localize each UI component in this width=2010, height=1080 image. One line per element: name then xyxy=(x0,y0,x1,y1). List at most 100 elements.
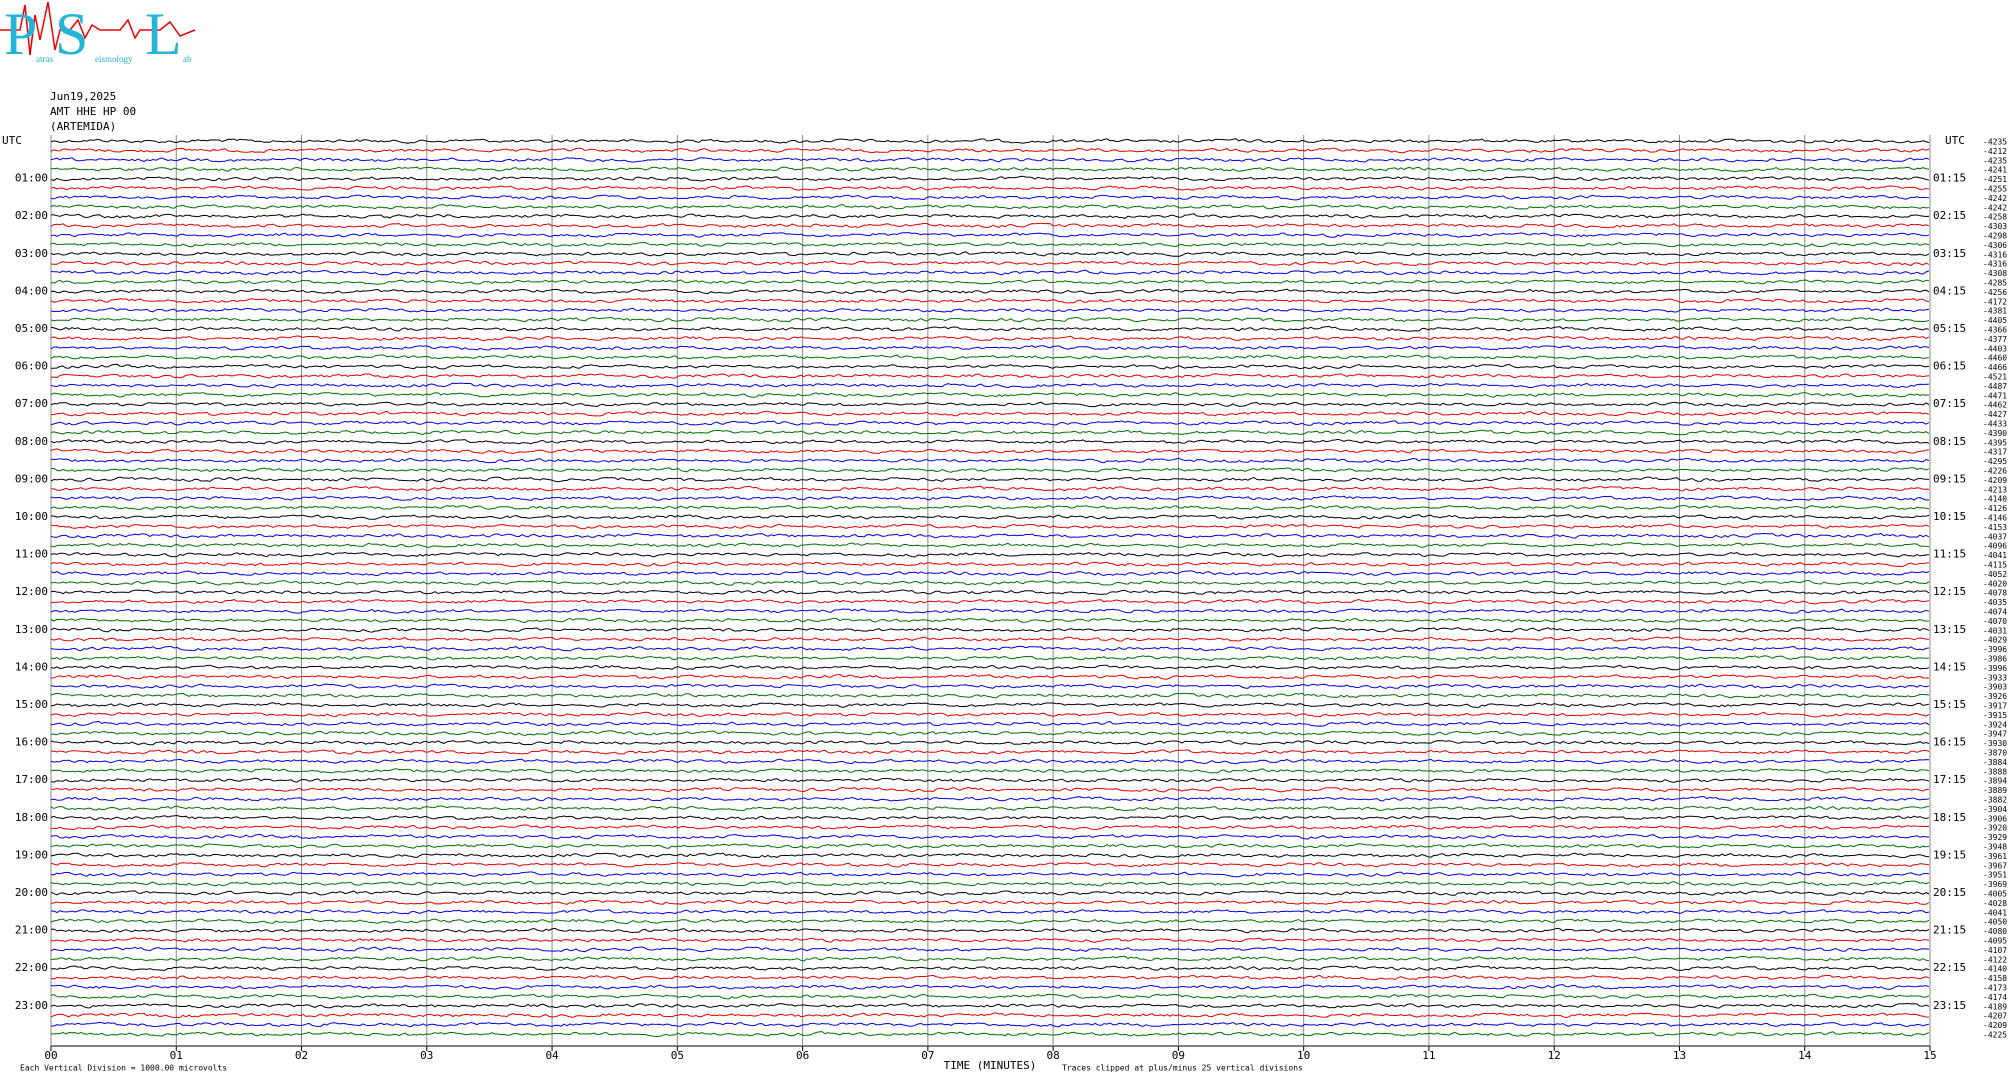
trace-offset: -4074 xyxy=(1983,608,2007,617)
trace-offset: -3882 xyxy=(1983,796,2007,805)
trace xyxy=(50,608,1930,614)
row-time-right: 03:15 xyxy=(1933,247,1966,260)
date: Jun19,2025 xyxy=(50,90,116,103)
trace-offset: -4050 xyxy=(1983,918,2007,927)
trace xyxy=(50,579,1930,586)
row-time-left: 01:00 xyxy=(15,172,48,185)
trace xyxy=(50,561,1930,568)
trace xyxy=(50,467,1930,473)
trace-offset: -3951 xyxy=(1983,871,2007,880)
trace xyxy=(50,495,1930,502)
trace xyxy=(50,542,1930,549)
x-tick-label: 11 xyxy=(1422,1049,1435,1062)
trace-offset: -4405 xyxy=(1983,316,2007,325)
trace xyxy=(50,401,1930,408)
trace-offset: -4037 xyxy=(1983,532,2007,541)
trace-offset: -3947 xyxy=(1983,730,2007,739)
row-time-left: 15:00 xyxy=(15,698,48,711)
trace-offset: -4390 xyxy=(1983,429,2007,438)
trace xyxy=(50,795,1930,802)
trace xyxy=(50,627,1930,633)
trace xyxy=(50,429,1930,436)
x-tick-label: 12 xyxy=(1548,1049,1561,1062)
trace xyxy=(50,410,1930,417)
trace-offset: -4029 xyxy=(1983,636,2007,645)
trace xyxy=(50,833,1930,840)
trace-offset: -3915 xyxy=(1983,711,2007,720)
trace xyxy=(50,777,1930,783)
trace xyxy=(50,965,1930,971)
trace xyxy=(50,955,1930,962)
trace xyxy=(50,382,1930,389)
trace-offset: -3948 xyxy=(1983,843,2007,852)
logo-word: ab xyxy=(183,54,192,64)
trace-offset: -4095 xyxy=(1983,937,2007,946)
x-tick-label: 00 xyxy=(44,1049,57,1062)
trace xyxy=(50,297,1930,304)
trace xyxy=(50,843,1930,849)
row-time-right: 14:15 xyxy=(1933,660,1966,673)
trace xyxy=(50,316,1930,323)
trace-offset: -4226 xyxy=(1983,467,2007,476)
trace xyxy=(50,241,1930,248)
trace-offset: -4433 xyxy=(1983,420,2007,429)
trace xyxy=(50,203,1930,210)
x-tick-label: 01 xyxy=(170,1049,183,1062)
trace xyxy=(50,213,1930,219)
trace-offset: -3903 xyxy=(1983,683,2007,692)
trace-offset: -4381 xyxy=(1983,307,2007,316)
trace-offset: -4126 xyxy=(1983,504,2007,513)
trace-offset: -4174 xyxy=(1983,993,2007,1002)
row-time-right: 13:15 xyxy=(1933,623,1966,636)
trace xyxy=(50,767,1930,774)
row-time-right: 11:15 xyxy=(1933,548,1966,561)
row-time-left: 23:00 xyxy=(15,999,48,1012)
trace xyxy=(50,514,1930,521)
row-time-left: 05:00 xyxy=(15,322,48,335)
trace xyxy=(50,711,1930,718)
trace-offset: -4225 xyxy=(1983,1031,2007,1040)
trace-offset: -4241 xyxy=(1983,166,2007,175)
trace xyxy=(50,279,1929,285)
trace-offset: -4427 xyxy=(1983,410,2007,419)
logo-letter: S xyxy=(55,1,88,67)
trace-offset: -4212 xyxy=(1983,147,2007,156)
trace-offset: -3906 xyxy=(1983,814,2007,823)
x-tick-label: 03 xyxy=(420,1049,433,1062)
trace xyxy=(50,655,1930,661)
trace-offset: -4242 xyxy=(1983,194,2007,203)
trace xyxy=(50,194,1930,201)
trace-offset: -3888 xyxy=(1983,767,2007,776)
trace-offset: -4207 xyxy=(1983,1012,2007,1021)
trace-offset: -4172 xyxy=(1983,297,2007,306)
row-time-right: 06:15 xyxy=(1933,360,1966,373)
row-time-right: 08:15 xyxy=(1933,435,1966,448)
trace xyxy=(50,1031,1930,1038)
clip-note: Traces clipped at plus/minus 25 vertical… xyxy=(1062,1064,1303,1073)
trace-offset: -4317 xyxy=(1983,448,2007,457)
trace xyxy=(50,269,1930,276)
trace-offset: -4298 xyxy=(1983,232,2007,241)
trace-offset: -3986 xyxy=(1983,655,2007,664)
x-tick-label: 14 xyxy=(1798,1049,1812,1062)
trace xyxy=(50,504,1930,511)
trace-offset: -4308 xyxy=(1983,269,2007,278)
trace xyxy=(50,636,1930,642)
trace xyxy=(50,758,1930,765)
trace-offset: -3920 xyxy=(1983,824,2007,833)
trace xyxy=(50,852,1930,859)
trace-offset: -4020 xyxy=(1983,579,2007,588)
trace-offset: -4070 xyxy=(1983,617,2007,626)
row-time-left: 06:00 xyxy=(15,360,48,373)
trace xyxy=(50,918,1930,925)
trace xyxy=(50,166,1930,173)
trace-offset: -4316 xyxy=(1983,250,2007,259)
row-time-left: 04:00 xyxy=(15,284,48,297)
trace-offset: -4466 xyxy=(1983,363,2007,372)
trace xyxy=(50,260,1930,267)
trace xyxy=(50,824,1929,831)
x-tick-label: 05 xyxy=(671,1049,684,1062)
trace xyxy=(50,1012,1930,1019)
trace-offset: -4115 xyxy=(1983,561,2007,570)
